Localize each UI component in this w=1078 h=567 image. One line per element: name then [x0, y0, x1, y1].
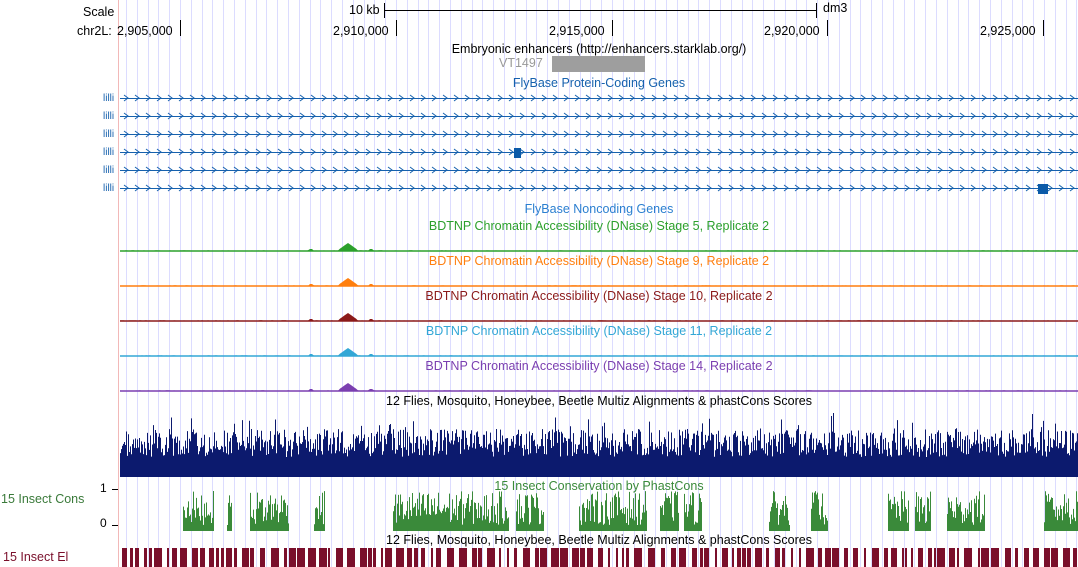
gene-row[interactable] [120, 148, 1078, 158]
phastcons-signal[interactable] [120, 489, 1078, 531]
position-label: 2,925,000 [980, 24, 1036, 38]
ruler-tick [1043, 20, 1044, 36]
dnase-signal-stage11[interactable] [120, 341, 1078, 357]
position-label: 2,920,000 [764, 24, 820, 38]
multiz-signal[interactable] [120, 409, 1078, 477]
gene-label[interactable]: lilli [103, 165, 115, 176]
gene-row[interactable] [120, 166, 1078, 176]
dnase-signal-stage10[interactable] [120, 306, 1078, 322]
gene-label[interactable]: lilli [103, 147, 115, 158]
scale-bar [384, 10, 816, 11]
track-title-dnase-stage9[interactable]: BDTNP Chromatin Accessibility (DNase) St… [428, 254, 770, 268]
gene-label[interactable]: lilli [103, 183, 115, 194]
gene-row[interactable] [120, 94, 1078, 104]
position-label: 2,915,000 [549, 24, 605, 38]
track-title-multiz-2[interactable]: 12 Flies, Mosquito, Honeybee, Beetle Mul… [386, 533, 812, 547]
gene-label[interactable]: lilli [103, 93, 115, 104]
gene-row[interactable] [120, 130, 1078, 140]
axis-min-tick [112, 525, 118, 526]
track-title-dnase-stage14[interactable]: BDTNP Chromatin Accessibility (DNase) St… [425, 359, 773, 373]
scale-bar-right-end [816, 3, 817, 18]
track-title-dnase-stage5[interactable]: BDTNP Chromatin Accessibility (DNase) St… [428, 219, 770, 233]
scale-bar-left-end [384, 3, 385, 18]
gene-row[interactable] [120, 112, 1078, 122]
track-title-dnase-stage10[interactable]: BDTNP Chromatin Accessibility (DNase) St… [425, 289, 773, 303]
enhancer-feature[interactable] [552, 56, 645, 72]
gene-exon[interactable] [1038, 184, 1048, 194]
ruler-tick [396, 20, 397, 36]
axis-max-tick [112, 489, 118, 490]
track-title-multiz[interactable]: 12 Flies, Mosquito, Honeybee, Beetle Mul… [386, 394, 812, 408]
track-title-protein-genes[interactable]: FlyBase Protein-Coding Genes [512, 76, 686, 90]
phastcons-side-label[interactable]: 15 Insect Cons [1, 492, 85, 506]
track-title-noncoding-genes[interactable]: FlyBase Noncoding Genes [524, 202, 674, 216]
ruler-tick [180, 20, 181, 36]
gene-label[interactable]: lilli [103, 129, 115, 140]
assembly-label: dm3 [823, 1, 848, 15]
dnase-signal-stage14[interactable] [120, 376, 1078, 392]
dnase-signal-stage9[interactable] [120, 271, 1078, 287]
gene-row[interactable] [120, 184, 1078, 194]
conserved-elements[interactable] [120, 548, 1078, 567]
scale-label: Scale [83, 5, 115, 19]
ruler-tick [612, 20, 613, 36]
position-label: 2,910,000 [333, 24, 389, 38]
left-margin-rule [118, 0, 119, 567]
position-label: 2,905,000 [117, 24, 173, 38]
elements-side-label[interactable]: 15 Insect El [3, 550, 69, 564]
enhancer-feature-label[interactable]: VT1497 [499, 56, 543, 70]
chrom-label: chr2L: [77, 24, 112, 38]
gene-label[interactable]: lilli [103, 111, 115, 122]
track-title-dnase-stage11[interactable]: BDTNP Chromatin Accessibility (DNase) St… [425, 324, 773, 338]
axis-min-label: 0 [100, 516, 107, 530]
ruler-tick [827, 20, 828, 36]
gene-exon[interactable] [514, 148, 521, 158]
track-title-phastcons[interactable]: 15 Insect Conservation by PhastCons [494, 479, 704, 493]
scale-value: 10 kb [349, 3, 380, 17]
dnase-signal-stage5[interactable] [120, 236, 1078, 252]
track-title-enhancers[interactable]: Embryonic enhancers (http://enhancers.st… [451, 42, 747, 56]
axis-max-label: 1 [100, 481, 107, 495]
